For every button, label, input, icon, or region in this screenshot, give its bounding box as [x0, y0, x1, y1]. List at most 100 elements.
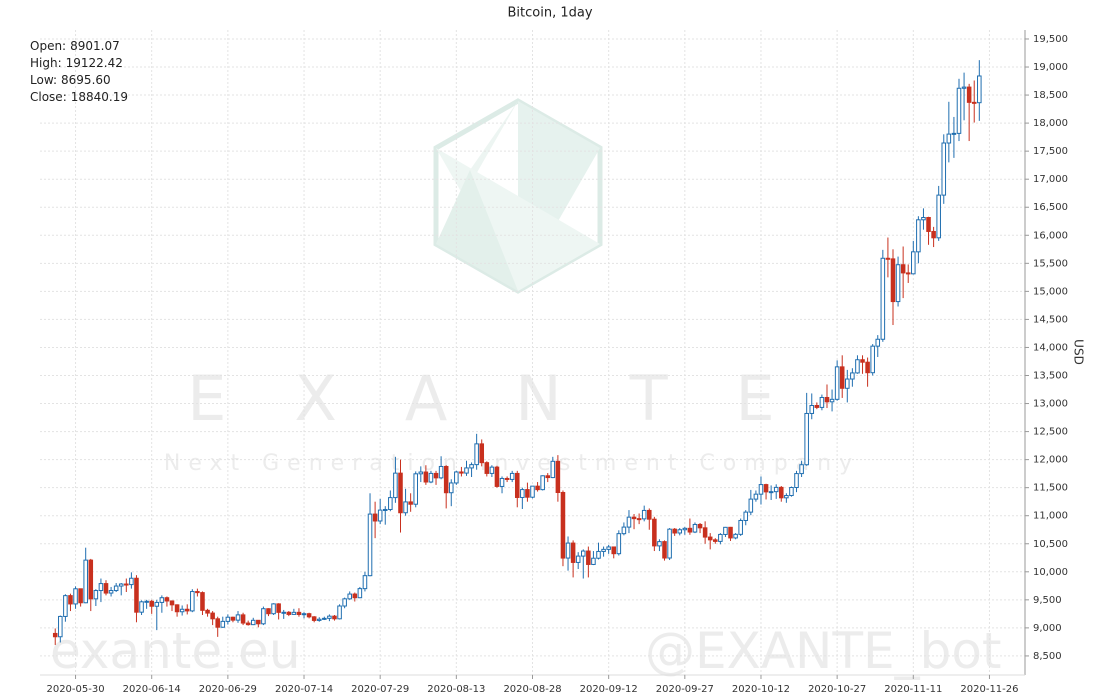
candle-body: [743, 511, 749, 521]
x-tick-label: 2020-10-27: [808, 684, 866, 695]
candle-body: [641, 509, 647, 520]
candle-body: [469, 464, 474, 469]
candle-body: [829, 398, 835, 403]
candle-body: [93, 590, 99, 600]
candle-body: [956, 87, 962, 134]
y-axis-title: USD: [1072, 339, 1086, 365]
candle-body: [174, 604, 180, 613]
candle-body: [134, 577, 139, 613]
candle-body: [88, 559, 94, 600]
chart-title: Bitcoin, 1day: [507, 6, 592, 21]
summary-value: 8901.07: [70, 39, 120, 53]
candle-body: [961, 86, 967, 89]
y-tick-label: 19,500: [1033, 34, 1068, 45]
candle-body: [652, 518, 657, 547]
candle-body: [540, 475, 545, 491]
y-tick-label: 17,500: [1033, 146, 1068, 157]
candle-body: [911, 251, 916, 275]
candle-body: [575, 555, 581, 563]
y-tick-label: 17,000: [1033, 174, 1068, 185]
y-tick-label: 11,500: [1033, 483, 1068, 494]
candle-body: [124, 583, 129, 586]
candle-body: [266, 608, 271, 615]
candle-body: [113, 585, 119, 592]
y-tick-label: 15,000: [1033, 286, 1068, 297]
candle-body: [225, 616, 231, 622]
candle-body: [596, 550, 601, 559]
candle-body: [682, 527, 688, 531]
candle-body: [728, 526, 733, 539]
candle-body: [626, 516, 632, 528]
candle-body: [905, 272, 911, 275]
y-tick-label: 9,500: [1033, 595, 1062, 606]
candle-body: [423, 471, 429, 483]
candle-body: [723, 526, 728, 535]
summary-value: 8695.60: [61, 73, 111, 87]
candle-body: [362, 575, 368, 590]
candle-body: [454, 471, 459, 484]
y-tick-label: 16,500: [1033, 202, 1068, 213]
x-tick-label: 2020-11-11: [884, 684, 942, 695]
candle-body: [149, 600, 154, 607]
candle-body: [291, 611, 297, 615]
candle-body: [78, 588, 83, 604]
candle-body: [702, 527, 708, 538]
candle-body: [753, 493, 759, 500]
logo-facet: [436, 148, 600, 291]
candle-body: [332, 615, 337, 620]
candle-body: [210, 612, 215, 620]
candle-body: [499, 477, 505, 487]
candle-body: [129, 577, 134, 586]
candle-body: [98, 583, 104, 592]
candle-body: [895, 264, 901, 303]
candle-body: [951, 132, 957, 135]
candle-body: [707, 536, 713, 541]
candle-body: [271, 603, 276, 615]
candle-body: [276, 603, 281, 613]
candle-body: [697, 523, 703, 529]
candle-body: [799, 464, 804, 475]
candle-body: [230, 616, 236, 621]
candle-body: [621, 526, 627, 535]
candle-body: [63, 595, 68, 617]
candle-body: [870, 345, 875, 374]
candle-body: [809, 405, 815, 414]
candle-body: [322, 617, 327, 620]
candle-body: [250, 619, 256, 626]
y-tick-label: 13,500: [1033, 370, 1068, 381]
candle-body: [68, 595, 73, 605]
candle-body: [850, 372, 855, 380]
candle-body: [342, 598, 347, 607]
candle-body: [494, 466, 500, 487]
summary-label: Low:: [30, 73, 57, 87]
candle-body: [941, 142, 947, 196]
candle-body: [865, 361, 870, 374]
candle-body: [367, 513, 373, 577]
candle-body: [164, 597, 170, 602]
candle-body: [773, 486, 779, 493]
y-tick-label: 12,000: [1033, 455, 1068, 466]
candle-body: [525, 489, 530, 498]
x-tick-label: 2020-05-30: [46, 684, 104, 695]
candle-body: [448, 482, 454, 494]
candle-body: [875, 338, 881, 347]
candle-body: [616, 533, 622, 555]
y-tick-label: 14,500: [1033, 314, 1068, 325]
candle-body: [200, 592, 205, 611]
summary-label: Close:: [30, 90, 67, 104]
candle-body: [489, 466, 495, 474]
candle-body: [296, 611, 302, 615]
candle-body: [474, 443, 479, 466]
candle-body: [855, 359, 860, 374]
candle-body: [550, 460, 556, 479]
watermark-brand: EXANTE: [187, 362, 843, 435]
candle-body: [184, 608, 190, 612]
summary-value: 19122.42: [66, 56, 123, 70]
x-tick-label: 2020-08-13: [427, 684, 485, 695]
y-tick-label: 11,000: [1033, 511, 1068, 522]
candle-body: [347, 593, 352, 600]
candle-body: [789, 487, 794, 497]
candle-body: [235, 614, 241, 621]
candle-body: [580, 550, 586, 557]
candle-body: [337, 605, 342, 620]
